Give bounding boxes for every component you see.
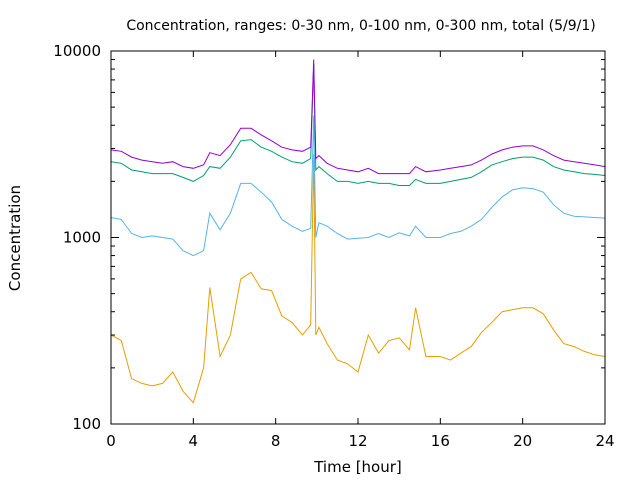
y-tick-label: 100 xyxy=(72,415,101,433)
series-line-4 xyxy=(110,59,606,175)
series-line-2 xyxy=(110,115,606,257)
x-tick-label: 24 xyxy=(595,432,614,450)
series-line-1 xyxy=(110,154,606,404)
x-tick-label: 4 xyxy=(189,432,199,450)
x-tick-label: 20 xyxy=(513,432,532,450)
y-tick-label: 1000 xyxy=(63,229,101,247)
x-tick-label: 8 xyxy=(271,432,281,450)
series-line-3 xyxy=(110,64,606,186)
y-ticks: 100 1000 10000 xyxy=(53,42,605,433)
x-tick-label: 16 xyxy=(431,432,450,450)
x-tick-label: 0 xyxy=(106,432,116,450)
plot-lines xyxy=(110,59,606,404)
chart-title: Concentration, ranges: 0-30 nm, 0-100 nm… xyxy=(126,18,595,34)
y-tick-label: 10000 xyxy=(53,42,101,60)
x-ticks: 0 4 8 12 16 20 24 xyxy=(106,51,615,450)
x-tick-label: 12 xyxy=(348,432,367,450)
x-axis-label: Time [hour] xyxy=(313,458,402,476)
plot-frame xyxy=(110,50,606,425)
y-axis-label: Concentration xyxy=(6,185,24,291)
